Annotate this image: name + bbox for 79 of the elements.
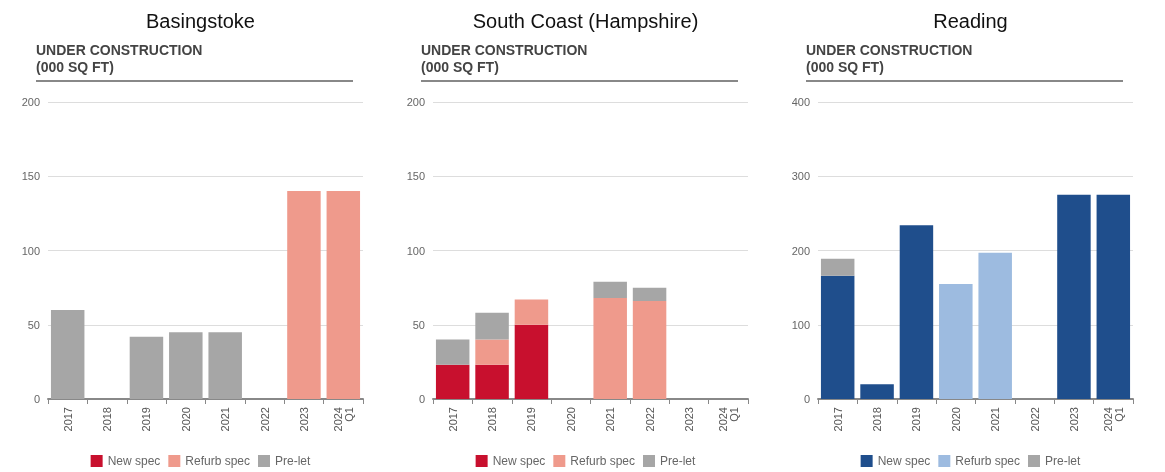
bar bbox=[978, 252, 1012, 399]
y-tick-label: 0 bbox=[418, 393, 425, 405]
x-tick-label: 2017 bbox=[831, 407, 844, 432]
bar bbox=[632, 287, 667, 301]
bar bbox=[820, 275, 855, 399]
y-tick-label: 100 bbox=[406, 244, 425, 257]
x-tick-label: 2018 bbox=[871, 407, 884, 432]
x-tick-label: 2024 Q1 bbox=[716, 407, 740, 432]
x-tick-label: 2023 bbox=[1067, 407, 1080, 432]
y-tick-label: 150 bbox=[21, 170, 40, 183]
legend-label: Pre-let bbox=[1045, 454, 1082, 468]
bar bbox=[899, 225, 934, 399]
x-tick-label: 2021 bbox=[604, 407, 617, 432]
x-tick-label: 2024 Q1 bbox=[1101, 407, 1125, 432]
y-tick-label: 100 bbox=[21, 244, 40, 257]
legend-label: Pre-let bbox=[660, 454, 697, 468]
bar bbox=[939, 283, 973, 399]
bar bbox=[860, 384, 894, 399]
x-tick-label: 2022 bbox=[1028, 407, 1041, 432]
chart-title: South Coast (Hampshire) bbox=[471, 9, 700, 34]
bar bbox=[514, 324, 549, 399]
legend-label: New spec bbox=[107, 454, 161, 468]
bar bbox=[514, 299, 549, 325]
x-tick-label: 2018 bbox=[101, 407, 114, 432]
y-tick-label: 200 bbox=[406, 96, 425, 108]
y-tick-label: 50 bbox=[412, 318, 425, 331]
y-tick-label: 50 bbox=[27, 318, 40, 331]
bar bbox=[820, 258, 855, 276]
x-tick-label: 2024 Q1 bbox=[331, 407, 355, 432]
x-tick-label: 2019 bbox=[910, 407, 923, 432]
chart-title: Reading bbox=[932, 9, 1009, 34]
x-tick-label: 2021 bbox=[989, 407, 1002, 432]
legend-label: Refurb spec bbox=[570, 454, 636, 468]
x-tick-label: 2018 bbox=[486, 407, 499, 432]
y-tick-label: 150 bbox=[406, 170, 425, 183]
y-tick-label: 200 bbox=[21, 96, 40, 108]
legend-label: Refurb spec bbox=[955, 454, 1021, 468]
bar bbox=[50, 309, 85, 399]
x-tick-label: 2017 bbox=[61, 407, 74, 432]
bar bbox=[287, 191, 321, 399]
chart-subtitle: UNDER CONSTRUCTION (000 SQ FT) bbox=[806, 42, 1123, 82]
legend-label: New spec bbox=[492, 454, 546, 468]
x-tick-label: 2017 bbox=[446, 407, 459, 432]
bar bbox=[475, 312, 509, 340]
legend-label: Refurb spec bbox=[185, 454, 251, 468]
bar bbox=[475, 339, 509, 365]
bar bbox=[208, 332, 242, 399]
bar bbox=[593, 298, 627, 399]
bar bbox=[1096, 194, 1131, 399]
x-tick-label: 2021 bbox=[219, 407, 232, 432]
bar bbox=[435, 339, 470, 365]
x-tick-label: 2020 bbox=[179, 407, 192, 432]
y-tick-label: 0 bbox=[33, 393, 40, 405]
y-tick-label: 0 bbox=[803, 393, 810, 405]
x-tick-label: 2023 bbox=[682, 407, 695, 432]
y-tick-label: 400 bbox=[791, 96, 810, 108]
bar bbox=[326, 191, 361, 399]
chart-title: Basingstoke bbox=[145, 9, 256, 34]
x-tick-label: 2023 bbox=[297, 407, 310, 432]
x-tick-label: 2020 bbox=[564, 407, 577, 432]
bar bbox=[169, 332, 203, 399]
bar bbox=[593, 281, 627, 299]
x-tick-label: 2019 bbox=[525, 407, 538, 432]
x-tick-label: 2020 bbox=[949, 407, 962, 432]
x-tick-label: 2022 bbox=[643, 407, 656, 432]
y-tick-label: 100 bbox=[791, 318, 810, 331]
x-tick-label: 2019 bbox=[140, 407, 153, 432]
legend-label: Pre-let bbox=[275, 454, 312, 468]
chart-subtitle: UNDER CONSTRUCTION (000 SQ FT) bbox=[36, 42, 353, 82]
bar bbox=[1057, 194, 1091, 399]
bar bbox=[129, 336, 164, 399]
y-tick-label: 300 bbox=[791, 170, 810, 183]
chart-subtitle: UNDER CONSTRUCTION (000 SQ FT) bbox=[421, 42, 738, 82]
bar bbox=[435, 364, 470, 399]
bar bbox=[475, 364, 509, 399]
x-tick-label: 2022 bbox=[258, 407, 271, 432]
bar bbox=[632, 300, 667, 399]
legend-label: New spec bbox=[877, 454, 931, 468]
y-tick-label: 200 bbox=[791, 244, 810, 257]
